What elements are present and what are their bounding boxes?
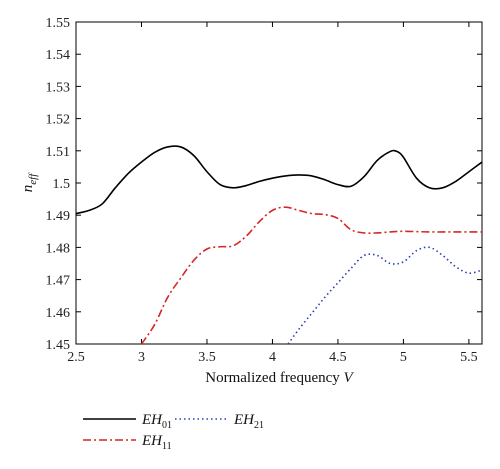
series-line-eh01 [76, 145, 482, 215]
y-axis-label-sub: eff [27, 172, 39, 185]
y-tick-label: 1.48 [46, 241, 71, 256]
legend: EH01 EH21 EH11 [83, 412, 264, 452]
y-tick-label: 1.55 [46, 16, 71, 31]
x-axis-label-var: V [344, 370, 355, 386]
x-axis-label: Normalized frequency V [205, 370, 354, 386]
x-tick-label: 3.5 [198, 350, 216, 365]
legend-label-eh11: EH11 [141, 433, 172, 452]
x-tick-label: 5 [400, 350, 407, 365]
y-tick-label: 1.51 [46, 145, 71, 160]
y-tick-label: 1.45 [46, 338, 71, 353]
y-axis-label: neff [20, 172, 39, 192]
y-tick-label: 1.5 [53, 177, 71, 192]
x-tick-label: 4 [269, 350, 276, 365]
x-tick-label: 3 [138, 350, 145, 365]
legend-label-eh01: EH01 [141, 412, 172, 431]
x-tick-label: 2.5 [67, 350, 85, 365]
x-tick-label: 5.5 [460, 350, 478, 365]
axis-ticks: 2.5 3 3.5 4 4.5 5 5.5 1.45 1.46 1.47 1.48 1.49 1.5 1.… [46, 16, 482, 365]
series-lines [76, 145, 482, 344]
y-tick-label: 1.52 [46, 113, 71, 128]
y-tick-label: 1.47 [46, 274, 71, 289]
legend-label-eh21: EH21 [233, 412, 264, 431]
y-tick-label: 1.46 [46, 306, 71, 321]
x-tick-label: 4.5 [329, 350, 347, 365]
y-tick-label: 1.53 [46, 80, 71, 95]
y-tick-label: 1.54 [46, 48, 71, 63]
series-line-eh11 [140, 206, 482, 344]
series-line-eh21 [287, 246, 482, 344]
y-axis-label-main: n [20, 185, 36, 193]
x-axis-label-main: Normalized frequency [205, 370, 343, 386]
y-tick-label: 1.49 [46, 209, 71, 224]
